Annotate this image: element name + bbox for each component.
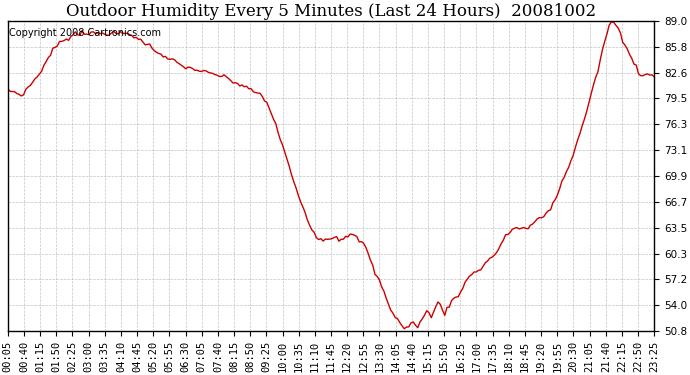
Text: Copyright 2008 Cartronics.com: Copyright 2008 Cartronics.com — [9, 27, 161, 38]
Title: Outdoor Humidity Every 5 Minutes (Last 24 Hours)  20081002: Outdoor Humidity Every 5 Minutes (Last 2… — [66, 3, 596, 20]
